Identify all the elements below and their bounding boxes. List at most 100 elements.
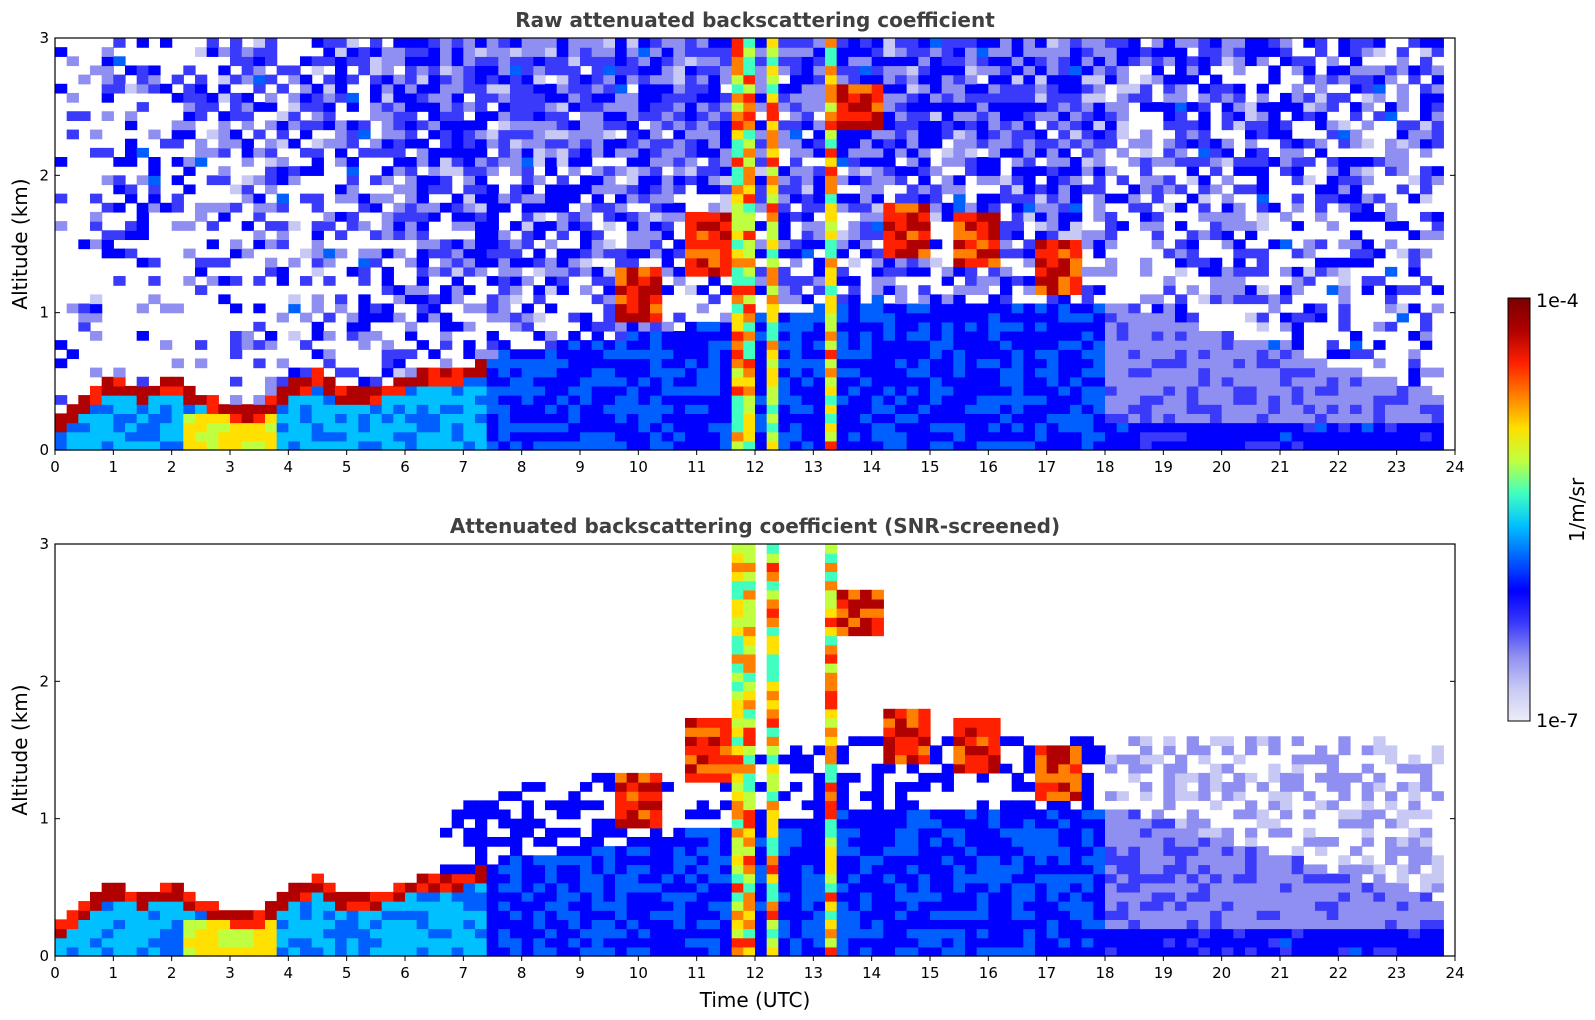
heatmap-cell <box>1035 184 1048 195</box>
heatmap-cell <box>638 239 651 250</box>
heatmap-cell <box>918 92 931 103</box>
heatmap-cell <box>1221 413 1234 424</box>
heatmap-cell <box>941 376 954 387</box>
heatmap-cell <box>125 937 138 948</box>
heatmap-cell <box>626 221 639 231</box>
heatmap-cell <box>743 836 756 847</box>
heatmap-cell <box>1268 111 1281 121</box>
heatmap-cell <box>381 928 394 939</box>
heatmap-cell <box>720 882 733 893</box>
heatmap-cell <box>603 376 616 387</box>
heatmap-cell <box>265 138 278 149</box>
heatmap-cell <box>1210 166 1223 176</box>
heatmap-cell <box>603 782 616 792</box>
heatmap-cell <box>836 74 849 85</box>
heatmap-cell <box>766 422 779 433</box>
heatmap-cell <box>1396 221 1409 231</box>
heatmap-cell <box>1163 38 1176 48</box>
heatmap-cell <box>895 440 908 451</box>
heatmap-cell <box>638 404 651 414</box>
heatmap-cell <box>475 65 488 76</box>
heatmap-cell <box>1373 358 1386 369</box>
heatmap-cell <box>988 166 1001 176</box>
heatmap-cell <box>801 56 814 67</box>
heatmap-cell <box>696 239 709 250</box>
heatmap-cell <box>1116 440 1129 451</box>
heatmap-cell <box>1280 211 1293 222</box>
heatmap-cell <box>533 376 546 387</box>
heatmap-cell <box>941 422 954 433</box>
heatmap-cell <box>743 544 756 554</box>
heatmap-cell <box>743 681 756 692</box>
heatmap-cell <box>1140 266 1153 277</box>
heatmap-cell <box>346 367 359 378</box>
heatmap-cell <box>323 385 336 396</box>
heatmap-cell <box>1186 56 1199 67</box>
heatmap-cell <box>953 248 966 259</box>
heatmap-cell <box>498 47 511 57</box>
heatmap-cell <box>206 422 219 433</box>
heatmap-cell <box>381 111 394 121</box>
heatmap-cell <box>650 827 663 838</box>
heatmap-cell <box>475 111 488 121</box>
heatmap-cell <box>556 422 569 433</box>
heatmap-cell <box>1070 248 1083 259</box>
heatmap-cell <box>486 891 499 902</box>
heatmap-cell <box>953 358 966 369</box>
heatmap-cell <box>661 910 674 920</box>
heatmap-cell <box>1035 102 1048 112</box>
heatmap-cell <box>1035 358 1048 369</box>
heatmap-cell <box>790 102 803 112</box>
heatmap-cell <box>1245 129 1258 140</box>
x-tick-label: 23 <box>1387 458 1406 476</box>
heatmap-cell <box>451 395 464 405</box>
heatmap-cell <box>580 864 593 875</box>
heatmap-cell <box>1000 65 1013 76</box>
heatmap-cell <box>953 349 966 360</box>
heatmap-cell <box>556 395 569 405</box>
heatmap-cell <box>895 138 908 149</box>
heatmap-cell <box>533 74 546 85</box>
heatmap-cell <box>265 157 278 167</box>
heatmap-cell <box>1000 404 1013 414</box>
heatmap-cell <box>755 47 768 57</box>
heatmap-cell <box>1338 175 1351 186</box>
heatmap-cell <box>1058 330 1071 341</box>
heatmap-cell <box>358 312 371 323</box>
heatmap-cell <box>1431 211 1444 222</box>
heatmap-cell <box>136 404 149 414</box>
heatmap-cell <box>720 717 733 728</box>
heatmap-cell <box>871 266 884 277</box>
heatmap-cell <box>358 910 371 920</box>
heatmap-cell <box>1023 193 1036 204</box>
x-tick-label: 2 <box>167 458 177 476</box>
heatmap-cell <box>988 230 1001 241</box>
heatmap-cell <box>930 395 943 405</box>
heatmap-cell <box>1385 239 1398 250</box>
heatmap-cell <box>125 221 138 231</box>
heatmap-cell <box>603 147 616 158</box>
heatmap-cell <box>638 928 651 939</box>
heatmap-cell <box>428 47 441 57</box>
heatmap-cell <box>836 47 849 57</box>
heatmap-cell <box>1058 358 1071 369</box>
heatmap-cell <box>650 285 663 295</box>
heatmap-cell <box>78 422 91 433</box>
heatmap-cell <box>1291 321 1304 332</box>
heatmap-cell <box>778 239 791 250</box>
heatmap-cell <box>766 562 779 573</box>
heatmap-cell <box>568 937 581 948</box>
heatmap-cell <box>825 727 838 737</box>
heatmap-cell <box>1291 202 1304 213</box>
heatmap-cell <box>708 175 721 186</box>
heatmap-cell <box>1175 385 1188 396</box>
heatmap-cell <box>825 294 838 305</box>
heatmap-cell <box>405 230 418 241</box>
heatmap-cell <box>451 276 464 286</box>
heatmap-cell <box>1105 367 1118 378</box>
heatmap-cell <box>743 663 756 673</box>
heatmap-cell <box>381 120 394 131</box>
heatmap-cell <box>428 166 441 176</box>
heatmap-cell <box>393 395 406 405</box>
heatmap-cell <box>696 937 709 948</box>
